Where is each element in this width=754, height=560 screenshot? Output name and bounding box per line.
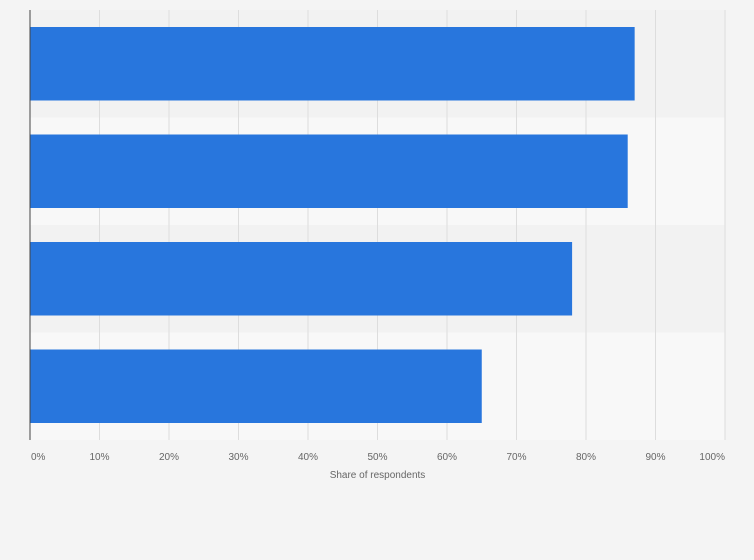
bar[interactable]: [30, 242, 573, 316]
x-axis-title: Share of respondents: [330, 470, 426, 481]
bar[interactable]: [30, 134, 628, 209]
bars: [30, 27, 635, 423]
x-tick-label: 70%: [506, 452, 526, 463]
x-tick-label: 0%: [31, 452, 46, 463]
x-tick-label: 80%: [576, 452, 596, 463]
x-tick-label: 60%: [437, 452, 457, 463]
x-axis-tick-labels: 0% 10% 20% 30% 40% 50% 60% 70% 80% 90% 100%: [31, 452, 725, 463]
x-tick-label: 90%: [645, 452, 665, 463]
x-tick-label: 10%: [89, 452, 109, 463]
x-tick-label: 30%: [228, 452, 248, 463]
x-tick-label: 40%: [298, 452, 318, 463]
x-tick-label: 50%: [367, 452, 387, 463]
bar[interactable]: [30, 349, 482, 424]
bar[interactable]: [30, 27, 635, 101]
x-tick-label: 20%: [159, 452, 179, 463]
x-tick-label: 100%: [699, 452, 725, 463]
